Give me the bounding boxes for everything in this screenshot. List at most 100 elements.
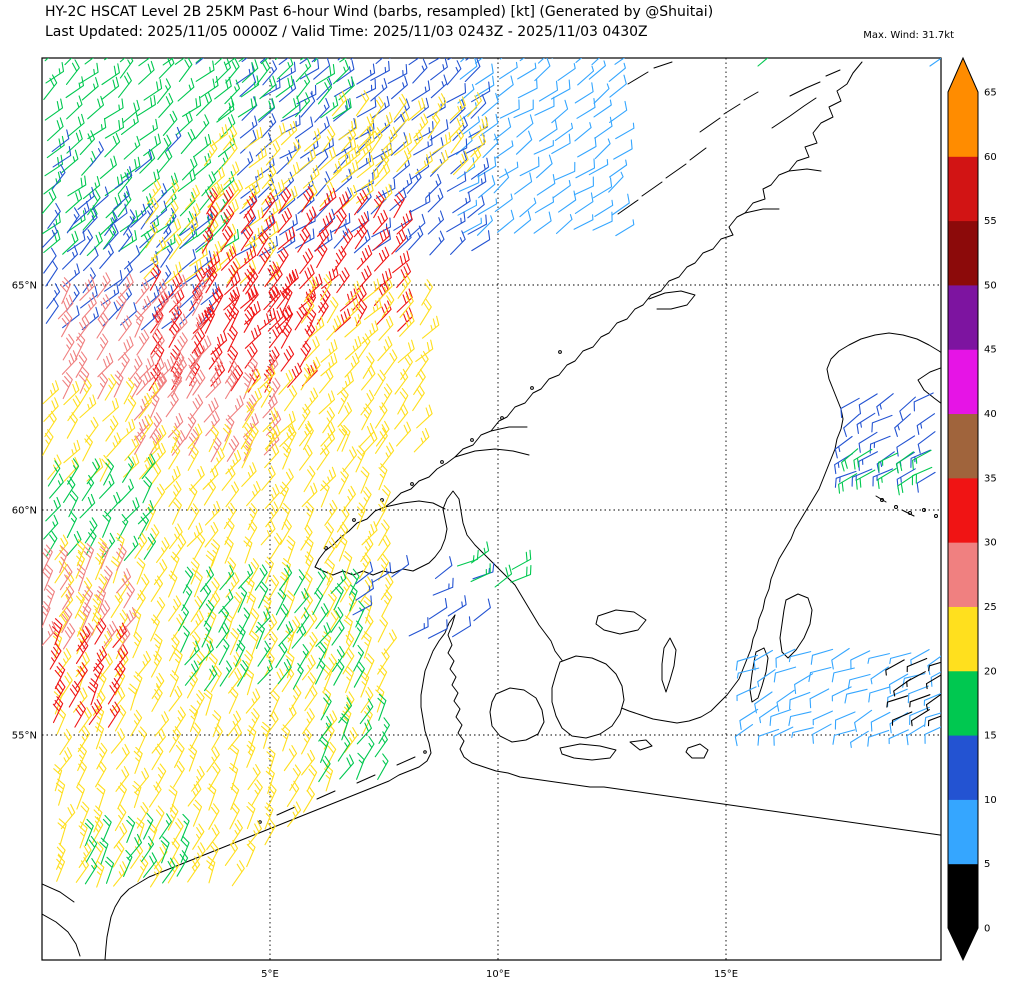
- island-zealand: [551, 655, 625, 739]
- frisian-islet: [258, 820, 262, 824]
- frisian-islet: [423, 750, 427, 754]
- wind-barb-region-red-core: [200, 186, 414, 333]
- colorbar-tick-label: 45: [984, 345, 997, 356]
- wind-barb-region-baltic-lightblue: [734, 647, 941, 748]
- wind-barb-region-yellow-left-edge: [42, 374, 161, 482]
- coastal-islet: [410, 482, 414, 486]
- colorbar-segment: [948, 413, 978, 479]
- coastlines: [42, 61, 941, 960]
- colorbar-segment: [948, 542, 978, 607]
- colorbar-tick-label: 50: [984, 280, 997, 291]
- wind-barb-region-green-left: [43, 453, 157, 561]
- fjord-trondheim: [648, 290, 696, 310]
- colorbar-tick-label: 0: [984, 924, 990, 935]
- coastal-islet: [470, 438, 474, 442]
- colorbar-tick-label: 55: [984, 216, 997, 227]
- wind-barb-region-top-lightblue: [455, 58, 635, 237]
- wind-barb-region-yellow-band-1: [203, 121, 398, 210]
- island-mon: [629, 739, 653, 751]
- colorbar-outline: [947, 56, 979, 962]
- colorbar-tick-label: 65: [984, 88, 997, 99]
- wind-barb-region-yellow-mid: [145, 422, 395, 551]
- wind-barb-region-salmon-low: [42, 542, 137, 652]
- wind-barb-region-yellow-coast-1: [300, 272, 440, 382]
- coastline-scandinavia: [314, 61, 941, 724]
- colorbar-tick-label: 30: [984, 538, 997, 549]
- coastal-islet: [440, 460, 444, 464]
- wind-barb-region-yellow-coast-2: [242, 363, 433, 453]
- wind-barb-region-green-mid: [177, 564, 366, 692]
- fjord-north-2: [788, 168, 822, 172]
- island-bornholm: [685, 743, 709, 759]
- colorbar-segment: [948, 92, 978, 157]
- island-oland: [749, 647, 769, 703]
- lake-vattern: [661, 637, 677, 693]
- fjord-sogne: [454, 448, 530, 458]
- colorbar-tick-label: 35: [984, 473, 997, 484]
- coastal-islet: [352, 518, 356, 522]
- wind-barb-region-northsea-blue: [352, 554, 495, 639]
- coastline-finland-bothnia: [917, 367, 941, 404]
- colorbar: 0 5 10 15 20 25 30 35 40 45 50 55 60 65: [947, 56, 997, 962]
- colorbar-segment: [948, 284, 978, 350]
- wind-barb-region-nw-green: [42, 58, 240, 257]
- colorbar-segment: [948, 863, 978, 929]
- aland-islet: [894, 505, 898, 509]
- aland-islet: [922, 508, 926, 512]
- wind-barb-region-top-green-2: [217, 58, 355, 121]
- island-funen: [489, 687, 545, 743]
- island-gotland: [779, 593, 813, 659]
- colorbar-under-arrow: [948, 928, 978, 960]
- coastline-jutland-east-baltic: [447, 614, 941, 836]
- wind-barb-region-salmon-left: [57, 272, 212, 400]
- wind-barb-region-red-low: [49, 618, 129, 728]
- wind-barb-region-green-low: [84, 812, 190, 885]
- wind-barb-region-yellow-big: [52, 532, 397, 888]
- fjord-north-1: [744, 208, 780, 214]
- axis-labels: 5°E 10°E 15°E 65°N 60°N 55°N: [12, 281, 738, 981]
- fjord-hardanger: [384, 500, 446, 510]
- colorbar-tick-label: 5: [984, 859, 990, 870]
- frisian-islands: [276, 756, 416, 816]
- lon-tick-label: 5°E: [261, 969, 279, 980]
- lat-tick-label: 60°N: [12, 506, 37, 517]
- fjord-nord: [490, 426, 528, 432]
- colorbar-segment: [948, 220, 978, 286]
- colorbar-tick-label: 40: [984, 409, 997, 420]
- lon-tick-label: 15°E: [714, 969, 738, 980]
- aland-islet: [934, 514, 938, 518]
- colorbar-segment: [948, 477, 978, 543]
- coastal-islet: [500, 416, 504, 420]
- aland-islet: [880, 498, 884, 502]
- max-wind-label: Max. Wind: 31.7kt: [863, 30, 954, 41]
- aland-islet: [908, 511, 912, 515]
- colorbar-tick-label: 15: [984, 731, 997, 742]
- wind-barb-region-northsea-green: [456, 541, 532, 588]
- wind-barb-region-bothnia-blue: [834, 392, 936, 493]
- wind-barb-region-bothnia-green: [838, 448, 933, 496]
- colorbar-segment: [948, 349, 978, 415]
- wind-barb-singles: [195, 58, 941, 67]
- lat-tick-label: 55°N: [12, 731, 37, 742]
- colorbar-segment: [948, 606, 978, 672]
- colorbar-segment: [948, 670, 978, 736]
- colorbar-segment: [948, 735, 978, 800]
- gridlines: [42, 58, 941, 960]
- lake-vanern: [595, 609, 647, 635]
- wind-barb-region-left-blue: [42, 202, 219, 331]
- chart-title: HY-2C HSCAT Level 2B 25KM Past 6-hour Wi…: [45, 4, 714, 20]
- colorbar-tick-label: 10: [984, 795, 997, 806]
- colorbar-segment: [948, 799, 978, 865]
- colorbar-segment: [948, 156, 978, 222]
- lofoten-islands: [617, 61, 841, 215]
- island-lolland: [559, 743, 617, 761]
- coastal-islet: [558, 350, 562, 354]
- lat-tick-label: 65°N: [12, 281, 37, 292]
- coastal-islet: [324, 546, 328, 550]
- coastline-jutland-west: [104, 614, 456, 960]
- map-frame: [41, 57, 942, 961]
- chart-subtitle: Last Updated: 2025/11/05 0000Z / Valid T…: [45, 24, 648, 40]
- colorbar-tick-label: 60: [984, 152, 997, 163]
